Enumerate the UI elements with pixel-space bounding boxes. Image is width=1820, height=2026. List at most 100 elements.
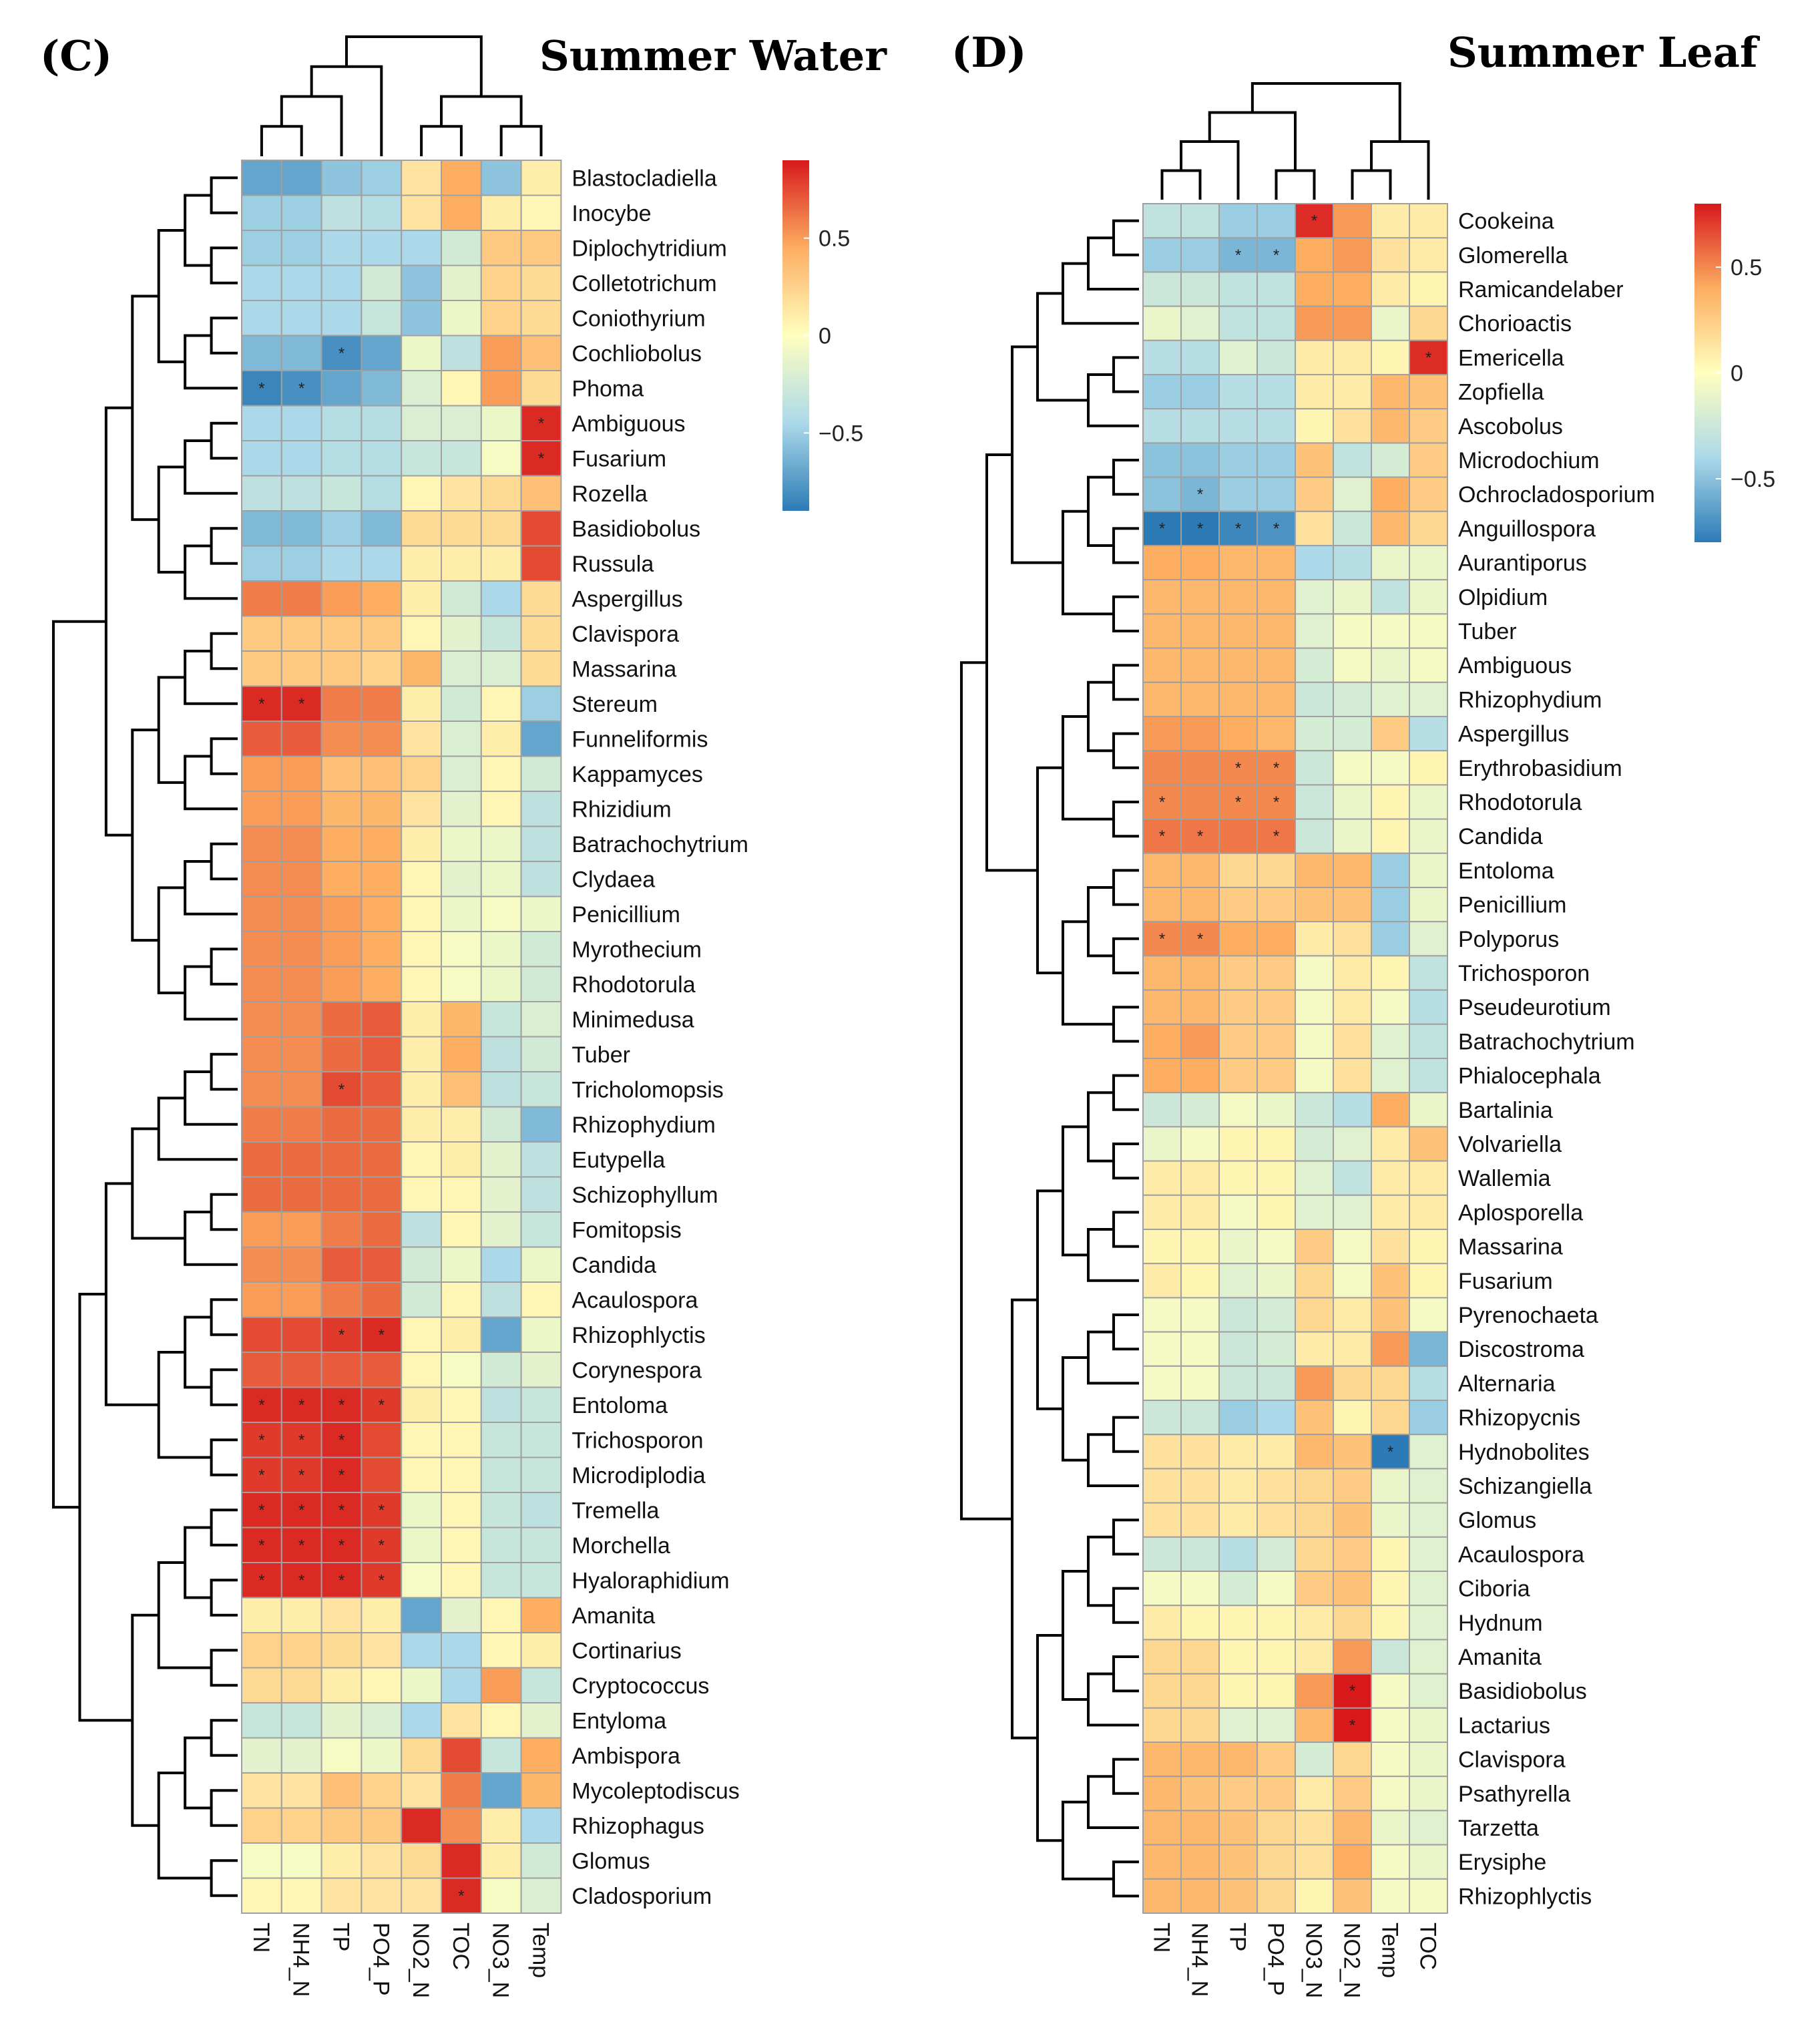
heatmap-cell — [1142, 1058, 1182, 1094]
heatmap-cell — [1371, 305, 1410, 341]
panel-label: (C) — [40, 31, 112, 80]
heatmap-cell — [241, 1246, 282, 1283]
heatmap-cell — [1257, 1297, 1296, 1333]
heatmap-cell — [280, 1036, 322, 1072]
significance-marker: * — [338, 345, 345, 363]
heatmap-cell — [1295, 1331, 1334, 1367]
row-dendrogram-branch — [1036, 1189, 1063, 1410]
heatmap-cell — [480, 1702, 522, 1739]
heatmap-cell — [520, 931, 562, 968]
heatmap-cells — [241, 160, 562, 1914]
heatmap-cell — [1218, 818, 1258, 854]
heatmap-cell — [280, 1807, 322, 1844]
heatmap-cell — [320, 1877, 363, 1914]
heatmap-cell — [441, 1036, 482, 1072]
heatmap-cell — [241, 791, 282, 827]
heatmap-cell — [1257, 1878, 1296, 1914]
row-label: Erythrobasidium — [1458, 756, 1622, 781]
heatmap-cell — [1218, 442, 1258, 478]
heatmap-cell — [1409, 1092, 1448, 1128]
row-dendrogram-branch — [210, 421, 238, 460]
heatmap-cell — [361, 1141, 403, 1178]
heatmap-cell — [241, 931, 282, 968]
heatmap-cell — [320, 580, 363, 617]
heatmap-cell — [520, 1211, 562, 1248]
heatmap-cell — [1142, 1707, 1182, 1744]
significance-marker: * — [298, 1431, 304, 1449]
heatmap-cell — [1409, 647, 1448, 683]
heatmap-cell — [1371, 1878, 1410, 1914]
heatmap-cell — [320, 1246, 363, 1283]
heatmap-cell — [1371, 203, 1410, 239]
heatmap-cell — [1371, 1536, 1410, 1573]
heatmap-cell — [1333, 1229, 1372, 1265]
significance-marker: * — [338, 1537, 345, 1555]
heatmap-cell — [520, 1842, 562, 1879]
row-label: Aspergillus — [1458, 722, 1569, 747]
heatmap-cell — [1409, 1571, 1448, 1607]
row-dendrogram-branch — [1112, 664, 1139, 701]
heatmap-cell — [280, 685, 322, 722]
heatmap-cell — [241, 650, 282, 687]
heatmap-cell — [1333, 1160, 1372, 1196]
row-label: Tremella — [572, 1498, 659, 1523]
heatmap-cell — [1257, 989, 1296, 1025]
heatmap-cell — [1257, 1331, 1296, 1367]
heatmap-cell — [241, 1597, 282, 1633]
heatmap-cell — [1295, 1160, 1334, 1196]
row-dendrogram-branch — [157, 1096, 238, 1161]
heatmap-cell — [1409, 1878, 1448, 1914]
heatmap-cell — [241, 1842, 282, 1879]
heatmap-cell — [1409, 476, 1448, 512]
heatmap-cell — [1257, 1605, 1296, 1641]
row-label: Microdochium — [1458, 448, 1600, 473]
heatmap-panel-d: (D) Summer Leaf * * * * * * * * * * * * * * * * * * * * * * Cook… — [951, 28, 1775, 1998]
heatmap-cell — [1180, 271, 1220, 307]
heatmap-cell — [320, 1632, 363, 1669]
heatmap-cell — [480, 1422, 522, 1458]
heatmap-cell — [441, 1246, 482, 1283]
heatmap-cell — [320, 1281, 363, 1318]
row-dendrogram-branch — [184, 755, 238, 811]
row-label: Fomitopsis — [572, 1217, 681, 1243]
row-dendrogram-branch — [1062, 1356, 1088, 1462]
row-dendrogram-branch — [210, 1298, 238, 1336]
heatmap-cell — [1142, 1194, 1182, 1231]
significance-marker: * — [258, 1396, 264, 1414]
heatmap-cell — [241, 1211, 282, 1248]
heatmap-cell — [1180, 716, 1220, 752]
heatmap-cell — [1257, 716, 1296, 752]
heatmap-cell — [520, 230, 562, 266]
heatmap-cell — [441, 230, 482, 266]
heatmap-cell — [1295, 1605, 1334, 1641]
row-label: Candida — [1458, 824, 1543, 849]
heatmap-cell — [441, 1176, 482, 1213]
heatmap-cell — [1409, 442, 1448, 478]
row-label: Penicillium — [572, 902, 680, 928]
heatmap-cell — [441, 510, 482, 547]
heatmap-cell — [1333, 510, 1372, 546]
heatmap-cell — [1409, 579, 1448, 615]
heatmap-cell — [480, 1807, 522, 1844]
row-dendrogram-branch — [1112, 1860, 1139, 1898]
heatmap-cell — [1333, 852, 1372, 889]
heatmap-cell — [1257, 681, 1296, 717]
significance-marker: * — [298, 379, 304, 397]
heatmap-cell — [361, 1632, 403, 1669]
row-label: Schizophyllum — [572, 1183, 718, 1208]
heatmap-cell — [1295, 1365, 1334, 1402]
row-dendrogram-branch — [210, 948, 238, 986]
column-label: TOC — [448, 1922, 473, 1970]
heatmap-cell — [401, 650, 443, 687]
heatmap-cell — [520, 1702, 562, 1739]
heatmap-cell — [1218, 1502, 1258, 1538]
heatmap-cell — [241, 1562, 282, 1599]
heatmap-cell — [280, 1071, 322, 1108]
heatmap-cell — [1142, 442, 1182, 478]
heatmap-cell — [1333, 1468, 1372, 1504]
heatmap-cell — [1218, 1160, 1258, 1196]
heatmap-cell — [1218, 1365, 1258, 1402]
heatmap-cell — [241, 1071, 282, 1108]
heatmap-cell — [361, 580, 403, 617]
heatmap-cell — [1218, 203, 1258, 239]
